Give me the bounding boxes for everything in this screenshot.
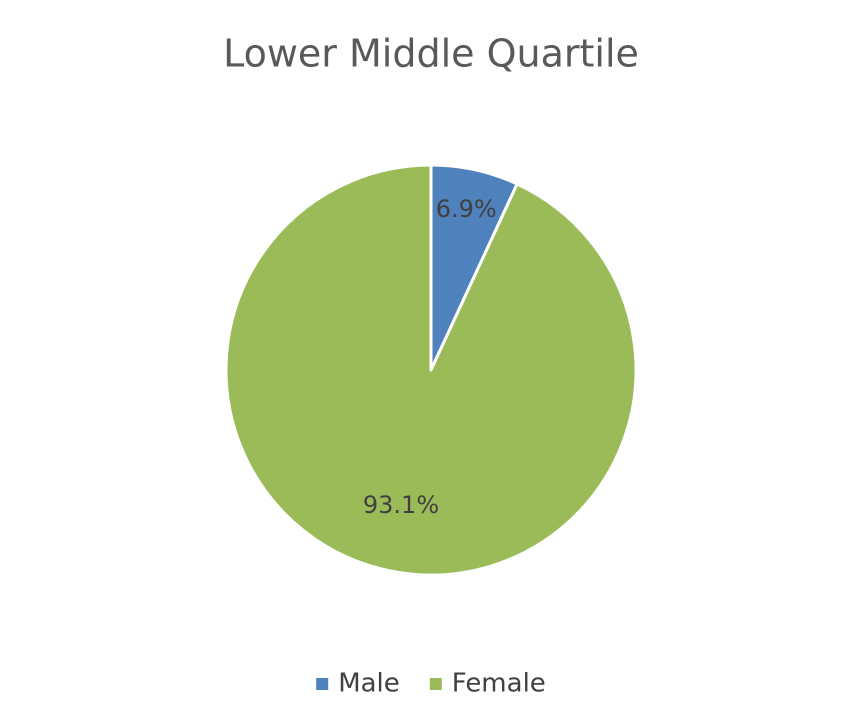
- data-label: 93.1%: [363, 491, 439, 519]
- chart-title: Lower Middle Quartile: [223, 32, 639, 76]
- pie-slice: [224, 163, 638, 577]
- legend-swatch: [429, 678, 442, 690]
- legend-label: Female: [452, 669, 546, 699]
- data-label: 6.9%: [436, 195, 497, 223]
- legend-swatch: [316, 678, 329, 690]
- legend-label: Male: [338, 669, 400, 699]
